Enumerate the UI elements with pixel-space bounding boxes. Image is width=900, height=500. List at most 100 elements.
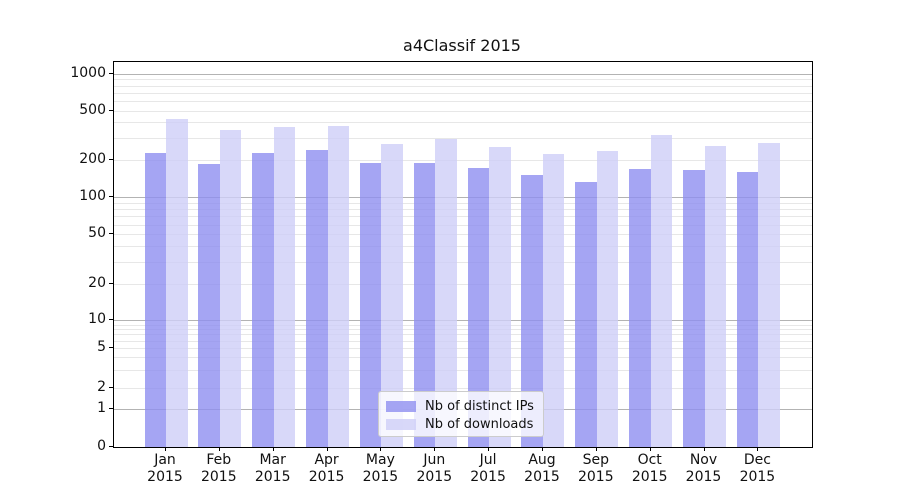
gridline-9: [114, 324, 812, 326]
bar-jul-downloads: [489, 146, 511, 447]
y-tick-mark-10: [109, 319, 113, 321]
bar-aug-distinct-ips: [521, 174, 543, 447]
x-tick-mark-mar: [272, 447, 274, 451]
bar-sep-distinct-ips: [575, 182, 597, 447]
gridline-300: [114, 137, 812, 139]
legend-label-downloads: Nb of downloads: [425, 416, 534, 432]
y-tick-mark-2: [109, 386, 113, 388]
gridline-200: [114, 159, 812, 161]
x-tick-mark-may: [380, 447, 382, 451]
gridline-70: [114, 216, 812, 218]
gridline-900: [114, 79, 812, 81]
x-tick-mark-jan: [165, 447, 166, 451]
gridline-2: [114, 387, 812, 389]
bar-nov-downloads: [704, 146, 726, 447]
x-tick-mark-nov: [703, 447, 705, 451]
chart-title: a4Classif 2015: [403, 36, 521, 55]
gridline-400: [114, 122, 812, 124]
bar-apr-distinct-ips: [306, 150, 328, 447]
x-tick-mark-dec: [757, 447, 759, 451]
gridline-4: [114, 357, 812, 359]
gridline-90: [114, 202, 812, 204]
gridline-40: [114, 246, 812, 248]
x-tick-label-may: May 2015: [362, 452, 399, 485]
bar-feb-downloads: [219, 129, 242, 447]
y-tick-label-500: 500: [79, 101, 106, 118]
gridline-700: [114, 92, 812, 94]
y-tick-label-100: 100: [79, 188, 106, 204]
legend-swatch-distinct-ips: [386, 400, 416, 412]
gridline-3: [114, 370, 812, 371]
y-tick-mark-0: [109, 446, 113, 447]
x-tick-label-dec: Dec 2015: [739, 452, 776, 485]
y-tick-label-1000: 1000: [70, 64, 106, 81]
bar-sep-downloads: [596, 150, 619, 447]
legend-row-distinct-ips: Nb of distinct IPs: [386, 397, 535, 415]
x-tick-mark-oct: [649, 447, 651, 451]
y-tick-mark-200: [109, 158, 113, 160]
plot-area: Nb of distinct IPs Nb of downloads: [113, 61, 813, 448]
y-tick-mark-1000: [109, 72, 113, 74]
y-tick-label-200: 200: [79, 150, 106, 167]
bar-mar-distinct-ips: [252, 153, 274, 447]
bar-jan-distinct-ips: [144, 153, 166, 447]
bar-oct-distinct-ips: [629, 168, 651, 447]
bar-apr-downloads: [327, 125, 350, 447]
x-tick-mark-jun: [434, 447, 436, 451]
x-tick-label-mar: Mar 2015: [254, 452, 291, 485]
bar-may-downloads: [381, 143, 403, 447]
legend-label-distinct-ips: Nb of distinct IPs: [425, 398, 534, 414]
bar-jun-downloads: [435, 138, 457, 447]
x-tick-label-oct: Oct 2015: [631, 452, 668, 485]
legend-row-downloads: Nb of downloads: [386, 415, 535, 433]
bar-jan-downloads: [166, 118, 188, 447]
bar-dec-downloads: [758, 142, 780, 447]
legend-swatch-downloads: [386, 418, 416, 430]
y-tick-label-5: 5: [97, 338, 106, 355]
gridline-6: [114, 340, 812, 342]
x-tick-mark-aug: [542, 447, 543, 451]
bar-jul-distinct-ips: [467, 167, 490, 447]
x-tick-label-jun: Jun 2015: [416, 452, 453, 485]
gridline-50: [114, 234, 812, 236]
x-tick-mark-feb: [218, 447, 220, 451]
bar-feb-distinct-ips: [198, 164, 220, 447]
bar-may-distinct-ips: [359, 163, 382, 447]
x-tick-label-sep: Sep 2015: [577, 452, 614, 485]
gridline-20: [114, 283, 812, 285]
y-tick-mark-100: [109, 196, 113, 197]
bar-nov-distinct-ips: [683, 169, 705, 447]
y-tick-label-1: 1: [97, 400, 106, 417]
gridline-60: [114, 224, 812, 226]
gridline-600: [114, 100, 812, 102]
bar-oct-downloads: [650, 135, 673, 447]
gridline-5: [114, 347, 812, 349]
gridline-80: [114, 209, 812, 210]
legend: Nb of distinct IPs Nb of downloads: [378, 391, 544, 437]
y-tick-mark-500: [109, 109, 113, 111]
gridline-100: [114, 197, 812, 198]
bar-aug-downloads: [542, 153, 565, 447]
x-tick-label-jan: Jan 2015: [147, 452, 183, 485]
y-tick-mark-50: [109, 233, 113, 235]
gridline-800: [114, 85, 812, 87]
y-tick-label-10: 10: [88, 311, 106, 328]
x-tick-label-aug: Aug 2015: [524, 452, 560, 485]
y-tick-mark-5: [109, 346, 113, 348]
gridline-10: [114, 320, 812, 322]
y-tick-mark-1: [109, 408, 113, 410]
gridline-7: [114, 334, 812, 336]
bar-dec-distinct-ips: [736, 171, 759, 447]
gridline-1000: [114, 73, 812, 75]
x-tick-mark-jul: [488, 447, 490, 451]
gridline-8: [114, 329, 812, 331]
x-tick-label-feb: Feb 2015: [200, 452, 237, 485]
y-tick-label-2: 2: [97, 378, 106, 395]
gridline-30: [114, 261, 812, 263]
y-tick-label-50: 50: [88, 225, 106, 242]
x-tick-mark-apr: [326, 447, 328, 451]
x-tick-label-apr: Apr 2015: [308, 452, 345, 485]
y-tick-mark-20: [109, 282, 113, 284]
y-tick-label-20: 20: [88, 274, 106, 291]
